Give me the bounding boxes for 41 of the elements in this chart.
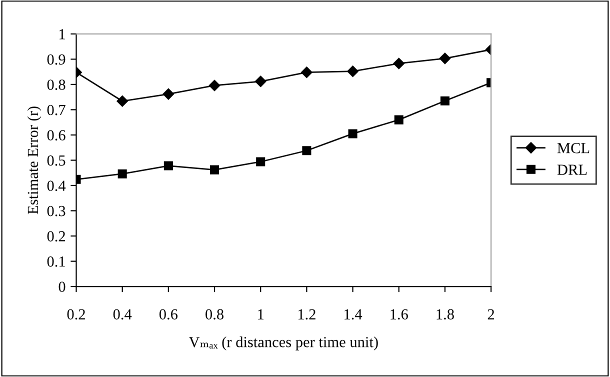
point bbox=[393, 58, 404, 70]
y-tick-label: 0.7 bbox=[47, 104, 66, 116]
x-tick-label: 0.2 bbox=[67, 309, 85, 320]
point bbox=[302, 146, 312, 156]
point bbox=[347, 66, 358, 77]
y-tick-label: 0.8 bbox=[47, 80, 66, 90]
y-tick-label: 1 bbox=[60, 29, 65, 40]
x-tick-label: 0.8 bbox=[206, 309, 224, 320]
x-tick-label: 1.8 bbox=[436, 309, 454, 320]
point bbox=[164, 161, 173, 170]
y-axis-title: Estimate Error (r) bbox=[27, 106, 42, 214]
x-tick-label: 1.6 bbox=[390, 309, 408, 320]
y-tick-label: 0.5 bbox=[47, 155, 66, 166]
point bbox=[256, 157, 266, 166]
x-tick-label: 1 bbox=[258, 309, 264, 320]
x-tick-label: 0.4 bbox=[113, 309, 132, 320]
point bbox=[210, 165, 220, 174]
x-tick-label: 1.4 bbox=[344, 309, 362, 320]
y-tick-label: 0.2 bbox=[47, 231, 65, 242]
y-tick-label: 0.9 bbox=[47, 54, 66, 65]
legend-label: MCL bbox=[557, 143, 590, 154]
point bbox=[394, 115, 404, 124]
point bbox=[439, 52, 451, 64]
point bbox=[440, 96, 450, 106]
point bbox=[116, 96, 128, 107]
legend-label: DRL bbox=[557, 164, 587, 175]
x-tick-label: 0.6 bbox=[159, 309, 178, 320]
x-axis-title: Vₘₐₓ (r distances per time unit) bbox=[188, 336, 378, 350]
point bbox=[301, 66, 312, 78]
y-tick-label: 0.4 bbox=[47, 180, 66, 191]
point bbox=[162, 88, 174, 100]
point bbox=[208, 80, 220, 92]
y-tick-label: 0 bbox=[58, 282, 66, 292]
point bbox=[118, 169, 127, 178]
point bbox=[255, 76, 266, 88]
point bbox=[348, 129, 358, 138]
y-tick-label: 0.6 bbox=[47, 130, 66, 140]
x-tick-label: 2 bbox=[488, 309, 494, 320]
y-tick-label: 0.3 bbox=[47, 206, 66, 216]
y-tick-label: 0.1 bbox=[47, 256, 65, 267]
x-tick-label: 1.2 bbox=[298, 309, 316, 320]
